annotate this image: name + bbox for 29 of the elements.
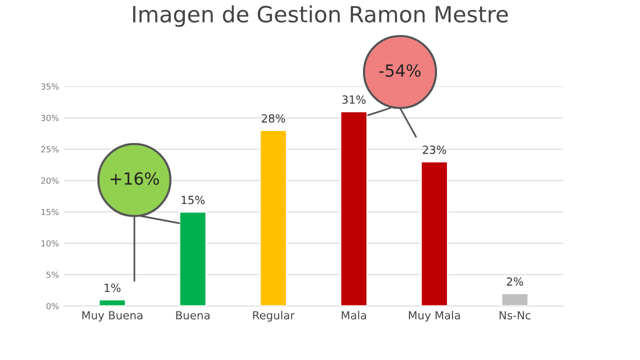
bar [500,292,529,306]
x-tick-label: Muy Buena [82,311,142,322]
data-label: 1% [104,284,121,292]
x-tick-label: Buena [176,311,210,320]
bar [259,130,288,306]
x-tick-label: Mala [342,310,366,320]
annotation: +16% [110,172,159,185]
y-tick-label: 15% [42,208,59,216]
bar [98,299,126,306]
y-tick-label: 10% [42,240,59,247]
data-label: 15% [182,196,205,204]
bar [340,110,368,306]
data-label: 28% [262,114,286,123]
y-tick-label: 0% [46,302,59,310]
y-tick-label: 30% [41,114,59,122]
y-tick-label: 25% [41,146,59,152]
x-tick-label: Ns-Nc [500,311,530,320]
data-label: 23% [422,146,446,154]
x-tick-label: Muy Mala [408,310,460,322]
chart-title: Imagen de Gestion Ramon Mestre [133,5,508,27]
bar [178,211,207,306]
bar [420,160,448,306]
text: -54% [379,64,421,77]
y-tick-label: 5% [46,272,59,278]
data-label: 2% [506,277,524,286]
y-tick-label: 20% [41,177,59,184]
data-label: 31% [342,95,366,104]
y-tick-label: 35% [41,83,59,90]
x-tick-label: Regular [253,310,295,322]
